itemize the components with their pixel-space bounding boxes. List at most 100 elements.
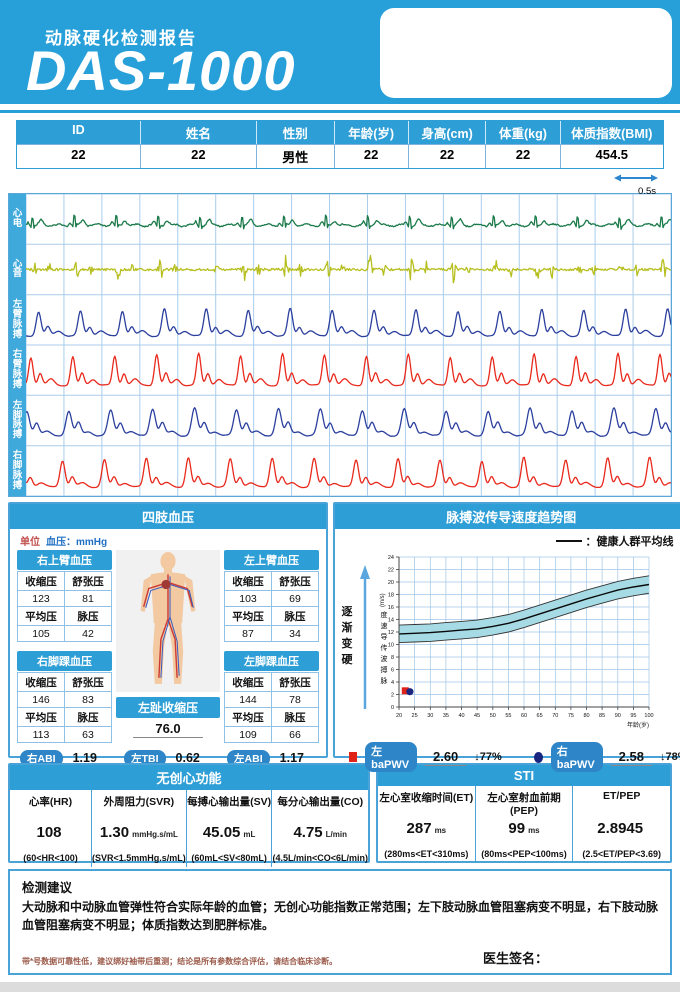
mean-label: 平均压 <box>18 607 65 626</box>
pwv-legend-label: ：健康人群平均线 <box>585 536 674 548</box>
report-header: 动脉硬化检测报告 DAS-1000 <box>0 0 680 104</box>
advice-footer: 带*号数据可靠性低，建议绑好袖带后重测；结论是所有参数综合评估，请结合临床诊断。… <box>22 948 658 967</box>
waveform-label-strip: 心电心音左臂脉搏右臂脉搏左脚脉搏右脚脉搏 <box>9 194 26 496</box>
bp-center-column: 左趾收缩压 76.0 <box>112 550 224 743</box>
pep-value: 99 <box>508 820 526 837</box>
metric-pep: 左心室射血前期(PEP) 99 ms (80ms<PEP<100ms) <box>476 786 574 863</box>
systolic-value: 146 <box>18 692 65 708</box>
mean-label: 平均压 <box>225 708 272 727</box>
svg-text:0: 0 <box>391 705 394 711</box>
sti-metrics: 左心室收缩时间(ET) 287 ms (280ms<ET<310ms) 左心室射血… <box>378 786 670 863</box>
doctor-signature-label: 医生签名： <box>482 951 548 966</box>
svg-text:导: 导 <box>381 633 388 641</box>
col-age: 年龄(岁) <box>333 121 408 144</box>
waveform-chart <box>26 194 671 496</box>
svg-text:55: 55 <box>505 713 511 719</box>
metric-svr: 外周阻力(SVR) 1.30 mmHg.s/mL (SVR<1.5mmHg.s/m… <box>92 790 187 867</box>
svg-text:逐: 逐 <box>342 605 353 618</box>
page-bottom-strip <box>0 982 680 992</box>
svg-text:变: 变 <box>342 636 353 650</box>
bp-right-arm-table: 收缩压 舒张压 123 81 平均压 脉压 105 42 <box>17 571 112 642</box>
bp-left-arm-title: 左上臂血压 <box>224 550 319 570</box>
sti-section: STI 左心室收缩时间(ET) 287 ms (280ms<ET<310ms) 左… <box>376 763 672 863</box>
svg-text:35: 35 <box>443 713 449 719</box>
bp-left-arm-table: 收缩压 舒张压 103 69 平均压 脉压 87 34 <box>224 571 319 642</box>
waveform-label-4: 左脚脉搏 <box>12 399 23 441</box>
svg-text:2: 2 <box>391 693 394 699</box>
svg-text:硬: 硬 <box>342 653 354 666</box>
pwv-results-row: 左baPWV 2.60 ↓77% 右baPWV 2.58 ↓78% <box>335 740 680 772</box>
bp-right-ankle-title: 右脚踝血压 <box>17 651 112 671</box>
left-bapwv-value: 2.60 <box>424 749 467 766</box>
col-weight: 体重(kg) <box>485 121 559 144</box>
mean-label: 平均压 <box>225 607 272 626</box>
systolic-value: 144 <box>225 692 272 708</box>
bp-unit-label: 单位 <box>20 537 40 548</box>
middle-section: 四肢血压 单位 血压：mmHg 右上臂血压 收缩压 舒张压 123 81 平均压 … <box>8 502 680 772</box>
svg-text:波: 波 <box>381 654 388 663</box>
svg-text:14: 14 <box>388 618 394 624</box>
waveform-label-1: 心音 <box>12 258 23 280</box>
pulse-pressure-label: 脉压 <box>65 708 112 727</box>
mean-value: 87 <box>225 626 272 642</box>
metric-et: 左心室收缩时间(ET) 287 ms (280ms<ET<310ms) <box>378 786 476 863</box>
toe-pressure-badge: 左趾收缩压 <box>116 697 220 718</box>
val-bmi: 454.5 <box>559 144 663 168</box>
pulse-pressure-value: 42 <box>65 626 112 642</box>
legend-line-icon <box>555 539 582 543</box>
bp-left-ankle: 左脚踝血压 收缩压 舒张压 144 78 平均压 脉压 109 66 <box>224 651 319 743</box>
col-height: 身高(cm) <box>407 121 486 144</box>
svg-text:50: 50 <box>490 713 496 719</box>
svg-text:脉: 脉 <box>381 676 388 685</box>
metric-sv: 每搏心输出量(SV) 45.05 mL (60mL<SV<80mL) <box>187 790 273 867</box>
report-title: 动脉硬化检测报告 <box>45 29 197 48</box>
metric-et-pep: ET/PEP 2.8945 (2.5<ET/PEP<3.69) <box>582 790 661 859</box>
svg-text:40: 40 <box>458 713 464 719</box>
col-name: 姓名 <box>139 121 256 144</box>
waveform-label-0: 心电 <box>12 208 23 230</box>
svg-text:12: 12 <box>388 630 394 636</box>
diastolic-value: 81 <box>65 591 112 607</box>
svr-value: 1.30 <box>99 824 130 841</box>
pulse-pressure-value: 34 <box>272 626 319 642</box>
systolic-value: 123 <box>18 591 65 607</box>
bp-right-arm: 右上臂血压 收缩压 舒张压 123 81 平均压 脉压 105 42 <box>17 550 112 642</box>
left-bapwv-change: ↓77% <box>474 751 502 763</box>
val-weight: 22 <box>485 144 560 168</box>
toe-pressure-value: 76.0 <box>133 721 203 738</box>
waveform-label-5: 右脚脉搏 <box>12 449 23 491</box>
svg-text:度: 度 <box>381 610 388 619</box>
bp-left-column: 左上臂血压 收缩压 舒张压 103 69 平均压 脉压 87 34 <box>224 550 319 743</box>
pwv-legend: ：健康人群平均线 <box>335 529 680 549</box>
diastolic-value: 69 <box>272 591 319 607</box>
svg-text:6: 6 <box>391 668 394 674</box>
pulse-pressure-label: 脉压 <box>65 607 112 626</box>
et-pep-value: 2.8945 <box>597 820 644 837</box>
svg-text:90: 90 <box>615 713 621 719</box>
svg-text:16: 16 <box>388 605 394 611</box>
pulse-pressure-label: 脉压 <box>272 708 319 727</box>
bp-right-arm-title: 右上臂血压 <box>17 550 112 570</box>
bottom-section: 无创心功能 心率(HR) 108 (60<HR<100) 外周阻力(SVR) 1… <box>8 763 672 867</box>
time-scale-row: 0.5s <box>0 169 680 197</box>
val-age: 22 <box>333 144 408 168</box>
right-bapwv-change: ↓78% <box>659 751 680 763</box>
body-vascular-diagram <box>116 550 220 692</box>
pulse-pressure-value: 66 <box>272 727 319 743</box>
bp-right-ankle-table: 收缩压 舒张压 146 83 平均压 脉压 113 63 <box>17 672 112 743</box>
left-tbi: 左TBI 0.62 <box>124 750 212 767</box>
advice-section: 检测建议 大动脉和中动脉血管弹性符合实际年龄的血管；无创心功能指数正常范围；左下… <box>8 869 672 975</box>
cardiac-section: 无创心功能 心率(HR) 108 (60<HR<100) 外周阻力(SVR) 1… <box>8 763 370 867</box>
patient-info-table: ID 姓名 性别 年龄(岁) 身高(cm) 体重(kg) 体质指数(BMI) 2… <box>16 120 664 169</box>
time-scale-marker: 0.5s <box>614 170 658 197</box>
bp-right-ankle: 右脚踝血压 收缩压 舒张压 146 83 平均压 脉压 113 63 <box>17 651 112 743</box>
systolic-label: 收缩压 <box>225 572 272 591</box>
waveform-label-2: 左臂脉搏 <box>12 298 23 340</box>
col-bmi: 体质指数(BMI) <box>559 121 663 144</box>
et-value: 287 <box>406 820 432 837</box>
bp-left-ankle-title: 左脚踝血压 <box>224 651 319 671</box>
cardiac-section-title: 无创心功能 <box>10 765 368 790</box>
sv-value: 45.05 <box>202 824 241 841</box>
advice-body: 大动脉和中动脉血管弹性符合实际年龄的血管；无创心功能指数正常范围；左下肢动脉血管… <box>22 900 659 932</box>
right-bapwv-marker-icon <box>533 751 543 763</box>
